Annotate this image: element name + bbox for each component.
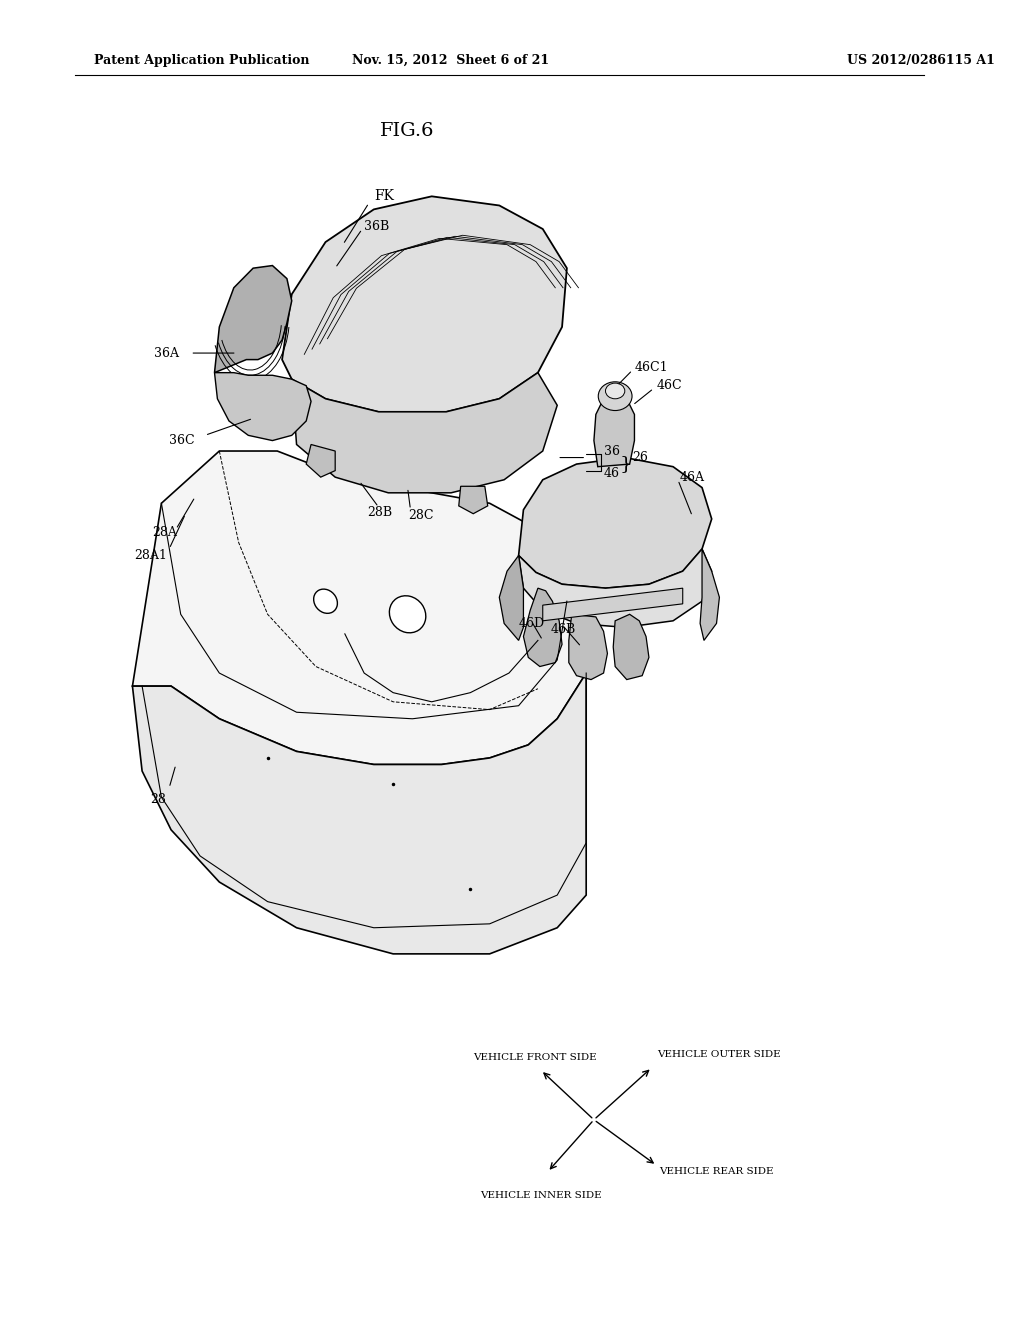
Polygon shape	[132, 673, 586, 954]
Text: }: }	[620, 455, 633, 473]
Text: Nov. 15, 2012  Sheet 6 of 21: Nov. 15, 2012 Sheet 6 of 21	[352, 54, 550, 67]
Polygon shape	[613, 614, 649, 680]
Polygon shape	[523, 589, 562, 667]
Ellipse shape	[605, 383, 625, 399]
Polygon shape	[292, 372, 557, 492]
Polygon shape	[543, 589, 683, 620]
Polygon shape	[306, 445, 335, 477]
Polygon shape	[500, 556, 523, 640]
Ellipse shape	[598, 381, 632, 411]
Text: 28: 28	[150, 793, 166, 807]
Text: US 2012/0286115 A1: US 2012/0286115 A1	[847, 54, 994, 67]
Polygon shape	[132, 451, 596, 764]
Text: 36B: 36B	[365, 220, 389, 232]
Text: 46: 46	[603, 467, 620, 479]
Text: 26: 26	[633, 451, 648, 465]
Polygon shape	[214, 265, 292, 372]
Text: 46C: 46C	[656, 379, 682, 392]
Polygon shape	[459, 486, 487, 513]
Ellipse shape	[313, 589, 337, 614]
Text: VEHICLE REAR SIDE: VEHICLE REAR SIDE	[659, 1167, 774, 1176]
Text: 36: 36	[603, 445, 620, 458]
Text: VEHICLE INNER SIDE: VEHICLE INNER SIDE	[480, 1191, 602, 1200]
Text: VEHICLE OUTER SIDE: VEHICLE OUTER SIDE	[656, 1049, 780, 1059]
Text: FIG.6: FIG.6	[380, 121, 435, 140]
Text: 28A: 28A	[152, 525, 176, 539]
Text: 46A: 46A	[680, 471, 705, 483]
Text: Patent Application Publication: Patent Application Publication	[94, 54, 309, 67]
Text: 36C: 36C	[169, 434, 195, 447]
Text: VEHICLE FRONT SIDE: VEHICLE FRONT SIDE	[473, 1052, 597, 1061]
Polygon shape	[700, 549, 720, 640]
Polygon shape	[518, 549, 712, 627]
Polygon shape	[214, 372, 311, 441]
Text: 46C1: 46C1	[635, 360, 668, 374]
Polygon shape	[594, 392, 635, 467]
Text: 46B: 46B	[551, 623, 575, 636]
Text: FK: FK	[374, 189, 394, 203]
Text: 36A: 36A	[154, 347, 178, 359]
Text: 46D: 46D	[518, 616, 545, 630]
Polygon shape	[282, 197, 567, 412]
Ellipse shape	[389, 595, 426, 632]
Polygon shape	[568, 614, 607, 680]
Text: 28B: 28B	[367, 506, 392, 519]
Polygon shape	[518, 458, 712, 589]
Text: 28C: 28C	[409, 508, 434, 521]
Text: 28A1: 28A1	[134, 549, 167, 562]
